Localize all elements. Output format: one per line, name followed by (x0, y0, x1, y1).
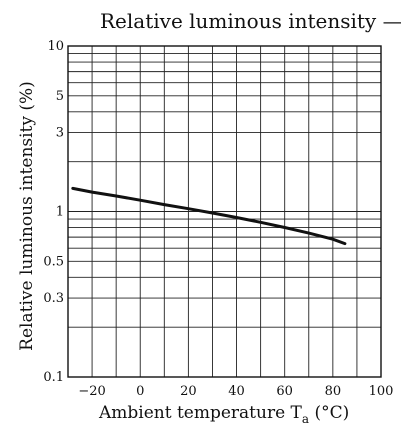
tick-labels: −20 0 20 40 60 80 100 0.1 0.3 0.5 1 3 5 10 (43, 39, 393, 399)
y-tick-label: 10 (47, 39, 64, 54)
x-tick-label: 60 (276, 384, 293, 399)
x-tick-label: 20 (180, 384, 197, 399)
curve-layer (71, 186, 347, 246)
x-tick-label: −20 (78, 384, 105, 399)
y-axis-label: Relative luminous intensity (%) (17, 81, 37, 351)
x-axis-label: Ambient temperature Ta (°C) (98, 403, 349, 426)
x-tick-label: 0 (136, 384, 144, 399)
y-tick-label: 0.3 (43, 291, 64, 306)
plot-frame (67, 45, 382, 378)
y-tick-label: 0.5 (43, 254, 64, 269)
x-tick-label: 40 (228, 384, 245, 399)
y-tick-label: 5 (56, 89, 64, 104)
y-tick-label: 3 (56, 126, 64, 141)
y-tick-label: 1 (56, 205, 64, 220)
x-tick-label: 80 (325, 384, 342, 399)
y-tick-label: 0.1 (43, 370, 64, 385)
grid-lines (68, 46, 381, 377)
intensity-curve (71, 186, 347, 246)
chart-title: Relative luminous intensity — Ta (100, 9, 401, 38)
x-tick-label: 100 (369, 384, 394, 399)
